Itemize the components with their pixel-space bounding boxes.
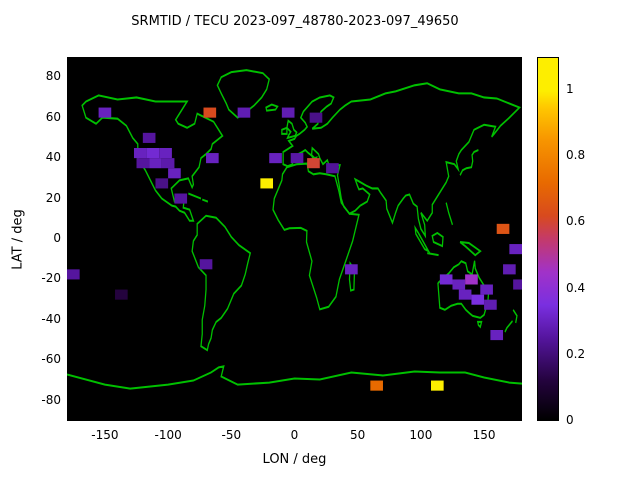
y-tick-label: -20: [41, 271, 61, 286]
y-tick-label: -60: [41, 352, 61, 367]
x-tick-label: 100: [409, 428, 433, 442]
x-tick-label: -150: [91, 428, 119, 442]
heatmap-cell: [237, 107, 251, 118]
x-axis-title: LON / deg: [262, 452, 327, 467]
heatmap-cell: [471, 294, 485, 305]
heatmap-cell: [503, 264, 516, 275]
heatmap-cell: [452, 279, 466, 290]
coastline-tasmania: [476, 320, 483, 329]
heatmap-cells: [67, 107, 522, 391]
heatmap-cell: [290, 153, 304, 164]
heatmap-cell: [136, 158, 150, 169]
colorbar: [537, 57, 559, 421]
coastline-greenland: [216, 69, 271, 119]
y-tick-label: 0: [53, 231, 61, 245]
heatmap-cell: [345, 264, 358, 275]
heatmap-cell: [98, 107, 112, 118]
heatmap-cell: [161, 158, 175, 169]
world-coastlines: [67, 69, 522, 390]
coastline-new-guinea: [459, 241, 482, 257]
heatmap-cell: [281, 107, 295, 118]
colorbar-tick-label: 0.8: [566, 148, 586, 163]
heatmap-cell: [260, 178, 274, 189]
heatmap-cell: [142, 132, 156, 143]
heatmap-cell: [115, 289, 128, 300]
coastline-britain: [286, 119, 298, 140]
coastline-south-america: [191, 214, 252, 352]
x-tick-label: 50: [350, 428, 366, 442]
heatmap-cell: [490, 330, 504, 341]
heatmap-cell: [146, 148, 160, 159]
coastline-borneo: [431, 231, 444, 248]
coastline-new-zealand: [504, 309, 518, 333]
heatmap-cell: [133, 148, 147, 159]
colorbar-tick-label: 0: [566, 413, 574, 427]
plot-area: [67, 57, 522, 421]
heatmap-cell: [206, 153, 219, 164]
heatmap-cell: [465, 274, 478, 285]
heatmap-cell: [458, 289, 472, 300]
heatmap-cell: [326, 163, 339, 174]
heatmap-cell: [203, 107, 217, 118]
y-tick-label: -40: [41, 311, 61, 326]
heatmap-cell: [149, 158, 162, 169]
chart-title: SRMTID / TECU 2023-097_48780-2023-097_49…: [131, 14, 459, 29]
x-tick-label: 150: [472, 428, 496, 442]
coastline-antarctica: [67, 365, 522, 390]
y-tick-label: 20: [45, 190, 61, 205]
heatmap-cell: [513, 279, 522, 290]
heatmap-cell: [67, 269, 80, 280]
heatmap-cell: [199, 259, 213, 270]
x-tick-label: -50: [221, 428, 242, 442]
coastline-java: [427, 252, 439, 257]
heatmap-cell: [155, 178, 169, 189]
colorbar-tick-label: 0.4: [566, 280, 586, 295]
heatmap-cell: [439, 274, 453, 285]
x-tick-label: 0: [290, 428, 299, 442]
coastline-sumatra: [414, 224, 431, 254]
heatmap-cell: [480, 284, 493, 295]
y-tick-label: 40: [45, 150, 61, 165]
coastline-africa: [272, 162, 360, 311]
y-tick-label: 80: [45, 69, 61, 84]
coastline-philippines: [445, 202, 454, 226]
heatmap-cell: [496, 223, 510, 234]
heatmap-cell: [307, 158, 320, 169]
colorbar-tick-label: 1: [566, 82, 574, 97]
y-tick-label: -80: [41, 392, 61, 407]
heatmap-cell: [174, 193, 188, 204]
x-tick-label: -100: [154, 428, 182, 442]
heatmap-cell: [168, 168, 181, 179]
y-tick-label: 60: [45, 109, 61, 124]
colorbar-tick-label: 0.6: [566, 214, 586, 229]
coastline-iceland: [265, 103, 279, 112]
coastline-cuba: [188, 192, 209, 203]
heatmap-cell: [309, 112, 323, 123]
heatmap-cell: [370, 380, 383, 391]
heatmap-cell: [509, 244, 522, 255]
heatmap-cell: [431, 380, 444, 391]
coastline-ireland: [281, 126, 288, 135]
heatmap-cell: [484, 299, 497, 310]
heatmap-cell: [159, 148, 172, 159]
map-svg: [67, 69, 522, 391]
colorbar-tick-label: 0.2: [566, 346, 586, 361]
coastline-japan: [459, 149, 479, 176]
heatmap-cell: [269, 153, 282, 164]
